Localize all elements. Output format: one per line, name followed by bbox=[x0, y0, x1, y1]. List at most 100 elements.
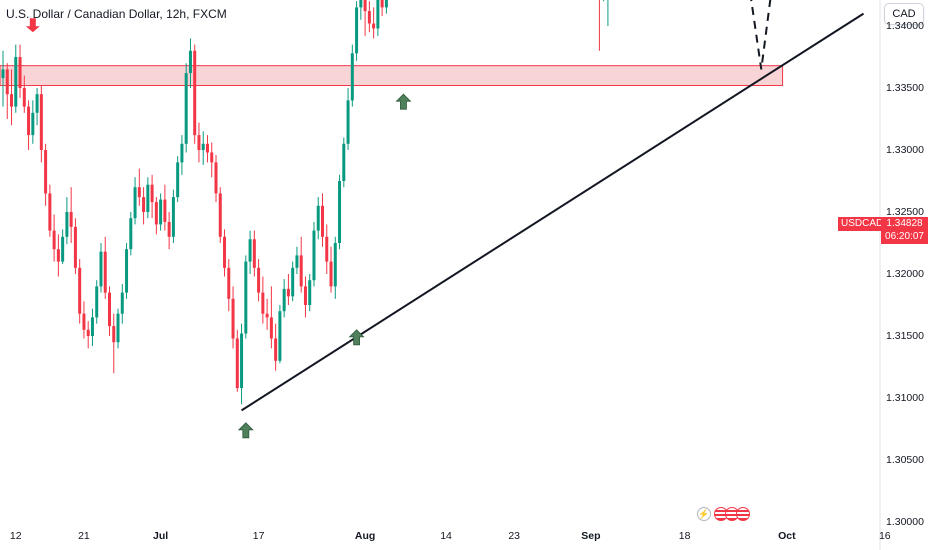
candle-down bbox=[367, 11, 371, 24]
candle-up bbox=[31, 112, 35, 136]
candle-down bbox=[44, 150, 48, 194]
candle-down bbox=[261, 292, 265, 314]
last-price-value: 1.34828 bbox=[886, 218, 923, 229]
candle-down bbox=[372, 23, 376, 29]
candle-up bbox=[308, 280, 312, 305]
candle-up bbox=[248, 239, 252, 262]
time-tick-label: 14 bbox=[440, 530, 452, 542]
candle-up bbox=[338, 181, 342, 243]
candle-down bbox=[252, 239, 256, 268]
up-arrow-icon bbox=[395, 93, 412, 110]
symbol-price-tag: USDCAD bbox=[838, 217, 887, 231]
time-tick-label: Jul bbox=[153, 530, 169, 542]
up-arrow-icon bbox=[237, 422, 254, 439]
bar-countdown: 06:20:07 bbox=[885, 231, 924, 242]
candle-down bbox=[210, 152, 214, 163]
candle-up bbox=[295, 255, 299, 268]
events-bolt-icon[interactable]: ⚡ bbox=[697, 507, 711, 521]
candle-down bbox=[214, 162, 218, 194]
candle-up bbox=[342, 143, 346, 181]
candle-up bbox=[116, 313, 120, 343]
price-tick-label: 1.34000 bbox=[886, 20, 924, 32]
last-price-tag: 1.34828 06:20:07 bbox=[881, 217, 928, 244]
resistance-zone bbox=[0, 65, 784, 87]
candle-down bbox=[108, 292, 111, 327]
time-tick-label: 17 bbox=[252, 530, 265, 542]
candle-down bbox=[269, 317, 273, 339]
candle-up bbox=[125, 249, 129, 293]
candle-up bbox=[159, 199, 163, 225]
candle-up bbox=[120, 292, 124, 314]
candle-down bbox=[380, 0, 384, 8]
candle-down bbox=[142, 197, 146, 212]
candle-down bbox=[18, 57, 22, 88]
candle-up bbox=[90, 317, 94, 336]
chart-title: U.S. Dollar / Canadian Dollar, 12h, FXCM bbox=[6, 7, 227, 21]
candle-down bbox=[257, 267, 261, 293]
time-tick-label: 18 bbox=[678, 530, 691, 542]
time-tick-label: 21 bbox=[78, 530, 90, 542]
candle-down bbox=[48, 193, 52, 231]
candle-down bbox=[274, 338, 278, 361]
candle-up bbox=[282, 288, 286, 312]
candle-down bbox=[167, 221, 171, 237]
candle-down bbox=[22, 88, 26, 107]
candle-up bbox=[129, 218, 133, 250]
time-tick-label: Oct bbox=[778, 530, 796, 542]
price-tick-label: 1.30000 bbox=[886, 516, 924, 528]
currency-button[interactable]: CAD bbox=[884, 3, 924, 25]
candle-up bbox=[188, 50, 192, 74]
candle-down bbox=[137, 187, 141, 198]
candle-up bbox=[180, 143, 184, 163]
candle-up bbox=[291, 267, 295, 297]
candle-down bbox=[112, 326, 116, 343]
time-tick-label: Sep bbox=[581, 530, 601, 542]
candle-up bbox=[346, 100, 350, 144]
candle-down bbox=[321, 205, 324, 237]
candle-up bbox=[133, 187, 137, 219]
trendline bbox=[241, 12, 865, 412]
candle-up bbox=[184, 73, 188, 144]
price-tick-label: 1.33000 bbox=[886, 144, 924, 156]
candle-up bbox=[278, 311, 282, 361]
candle-up bbox=[316, 205, 320, 231]
up-arrow-icon bbox=[348, 329, 365, 346]
candle-up bbox=[333, 243, 337, 287]
candle-up bbox=[384, 0, 388, 8]
candle-down bbox=[223, 236, 227, 268]
projection-path bbox=[750, 0, 772, 70]
candle-up bbox=[176, 162, 180, 198]
candle-down bbox=[197, 135, 201, 150]
candle-up bbox=[35, 94, 39, 113]
candle-up bbox=[65, 212, 69, 237]
down-arrow-icon bbox=[25, 18, 40, 33]
us-flag-event-icon[interactable] bbox=[736, 507, 750, 521]
candle-up bbox=[61, 236, 65, 262]
price-tick-label: 1.33500 bbox=[886, 82, 924, 94]
candle-down bbox=[39, 94, 43, 150]
candle-down bbox=[218, 193, 222, 237]
candle-down bbox=[163, 199, 167, 222]
candle-down bbox=[86, 329, 90, 336]
time-tick-label: 16 bbox=[878, 530, 891, 542]
candle-down bbox=[235, 338, 239, 389]
candle-down bbox=[78, 267, 82, 314]
candle-up bbox=[359, 0, 363, 8]
candle-up bbox=[350, 53, 354, 101]
candle-down bbox=[303, 286, 307, 305]
price-tick-label: 1.32000 bbox=[886, 268, 924, 280]
candle-up bbox=[244, 261, 248, 334]
candle-down bbox=[299, 255, 303, 287]
candle-down bbox=[150, 184, 154, 203]
time-tick-label: Aug bbox=[354, 530, 376, 542]
candle-down bbox=[103, 251, 107, 293]
candle-up bbox=[99, 251, 103, 287]
candle-down bbox=[193, 50, 197, 136]
candle-down bbox=[69, 212, 73, 227]
candle-up bbox=[171, 197, 175, 237]
candle-down bbox=[5, 69, 9, 95]
candle-up bbox=[312, 230, 316, 281]
candle-down bbox=[205, 143, 209, 153]
candle-down bbox=[154, 202, 158, 225]
